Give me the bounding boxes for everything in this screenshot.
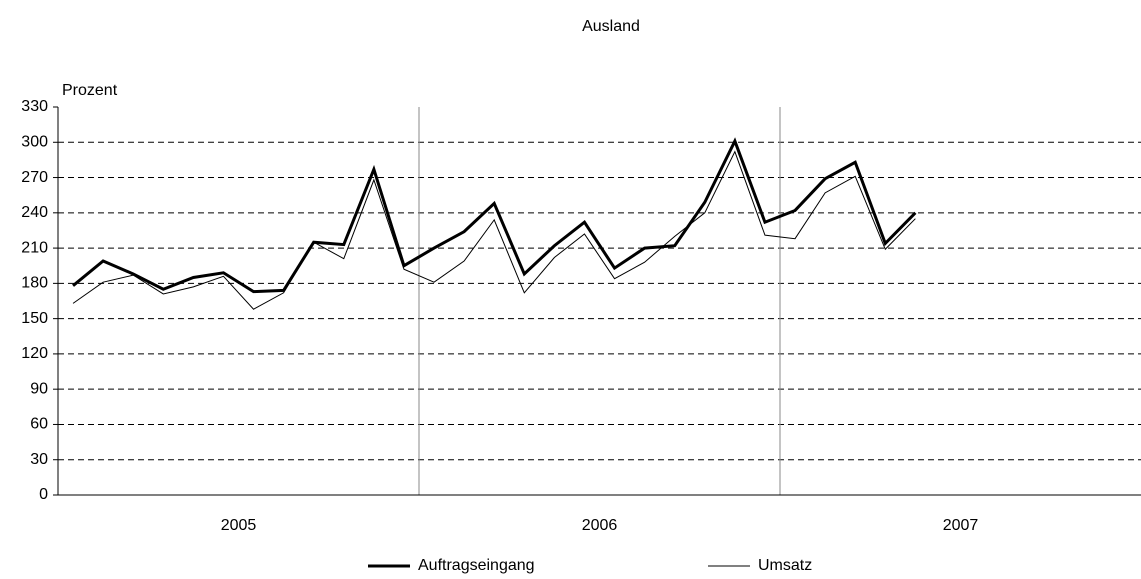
x-group-label: 2005 — [221, 517, 257, 534]
y-tick-label: 300 — [21, 133, 48, 150]
x-group-label: 2006 — [582, 517, 618, 534]
legend-label: Umsatz — [758, 557, 812, 574]
y-tick-label: 60 — [30, 416, 48, 433]
series-line — [72, 150, 916, 310]
y-tick-label: 330 — [21, 98, 48, 115]
y-tick-label: 270 — [21, 169, 48, 186]
y-tick-label: 150 — [21, 310, 48, 327]
y-tick-label: 30 — [30, 451, 48, 468]
series-line — [72, 137, 917, 294]
y-tick-label: 90 — [30, 380, 48, 397]
y-tick-label: 180 — [21, 275, 48, 292]
legend-label: Auftragseingang — [418, 557, 535, 574]
y-tick-label: 120 — [21, 345, 48, 362]
x-group-label: 2007 — [943, 517, 979, 534]
y-tick-label: 0 — [39, 486, 48, 503]
y-tick-label: 240 — [21, 204, 48, 221]
y-axis-label: Prozent — [62, 82, 118, 99]
y-tick-label: 210 — [21, 239, 48, 256]
chart-title: Ausland — [582, 18, 640, 35]
